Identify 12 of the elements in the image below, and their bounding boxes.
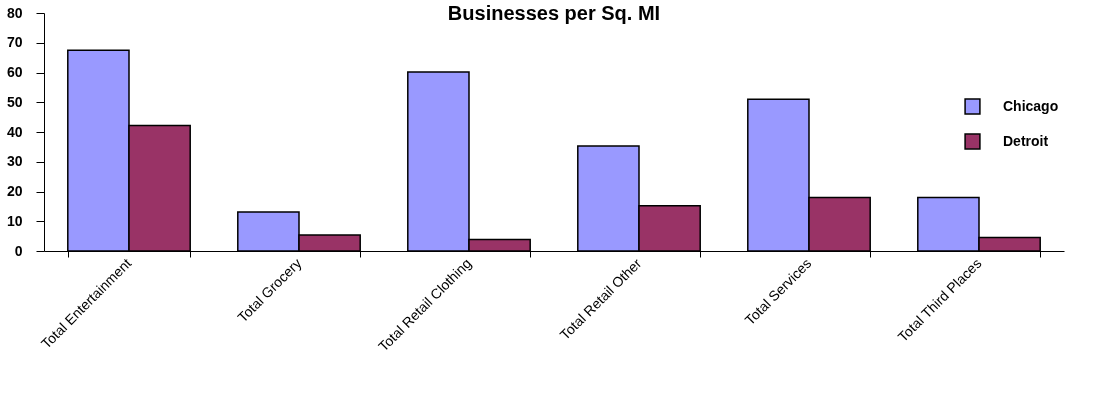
y-tick-label: 80	[6, 4, 23, 21]
y-tick-label: 70	[6, 34, 23, 51]
y-tick-label: 40	[6, 123, 23, 140]
chart-title: Businesses per Sq. MI	[447, 2, 661, 24]
y-tick-label: 10	[6, 212, 23, 229]
y-tick-label: 30	[6, 153, 23, 170]
y-tick-label: 0	[14, 242, 23, 259]
legend-label: Detroit	[1003, 132, 1049, 149]
legend-label: Chicago	[1003, 97, 1059, 114]
y-tick-label: 50	[6, 93, 23, 110]
y-tick-label: 20	[6, 183, 23, 199]
y-tick-label: 60	[6, 64, 23, 80]
